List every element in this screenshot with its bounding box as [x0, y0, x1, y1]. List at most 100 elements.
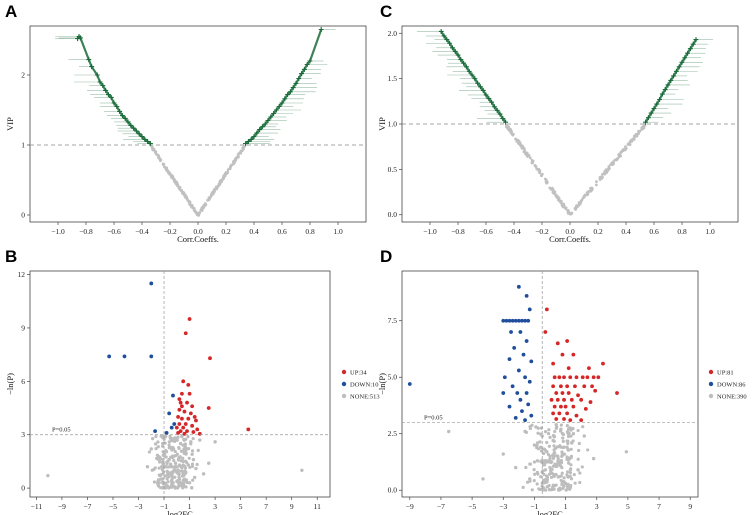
p-threshold-label: P=0.05: [424, 414, 443, 421]
none-point: [165, 461, 169, 466]
up-point: [543, 330, 548, 334]
up-point: [195, 427, 200, 432]
x-tick-label: 0.8: [305, 227, 315, 236]
nonsignificant-point: [190, 205, 194, 209]
up-point: [566, 366, 571, 371]
none-point: [186, 435, 190, 439]
up-point: [187, 391, 192, 396]
nonsignificant-point: [236, 153, 240, 157]
nonsignificant-point: [607, 165, 611, 169]
none-point: [166, 480, 170, 484]
none-point: [534, 425, 538, 429]
none-point: [180, 434, 184, 439]
y-axis-label: −ln(P): [377, 373, 387, 395]
up-point: [576, 393, 580, 398]
none-point: [578, 480, 582, 485]
legend-marker: [341, 381, 347, 387]
none-point: [190, 464, 195, 469]
x-tick-label: −0.2: [163, 227, 177, 236]
up-point: [246, 427, 251, 432]
nonsignificant-point: [556, 198, 560, 202]
up-point: [615, 391, 619, 395]
none-point: [185, 447, 189, 451]
up-point: [182, 409, 187, 414]
none-point: [563, 481, 568, 486]
x-tick-label: 1.0: [705, 227, 715, 236]
nonsignificant-point: [169, 174, 173, 178]
legend-label: NONE:390: [717, 394, 747, 401]
legend-marker: [708, 381, 714, 387]
down-point: [501, 318, 506, 323]
none-point: [157, 454, 161, 459]
down-point: [512, 345, 517, 350]
v-plot-A: −1.0 −0.8 −0.6 −0.4 −0.2 0.0 0.2 0.4 0.6 0.8 1.0 0 1…: [5, 25, 367, 244]
x-tick-label: 11: [314, 502, 321, 511]
none-point: [151, 437, 155, 441]
none-point: [543, 430, 548, 434]
nonsignificant-point: [230, 163, 234, 167]
none-point: [170, 479, 174, 483]
none-point: [553, 446, 558, 450]
none-point: [176, 468, 180, 473]
none-point: [195, 462, 199, 467]
none-point: [624, 450, 629, 454]
down-point: [510, 384, 515, 389]
down-point: [149, 281, 154, 286]
none-point: [561, 486, 565, 490]
none-point: [184, 450, 188, 455]
y-tick-label: 2.0: [388, 29, 398, 38]
none-point: [586, 448, 590, 452]
up-point: [562, 397, 566, 402]
up-point: [571, 352, 576, 357]
none-point: [154, 447, 158, 451]
up-point: [191, 430, 196, 434]
none-point: [198, 438, 202, 442]
none-point: [576, 468, 580, 472]
none-point: [514, 465, 518, 470]
nonsignificant-point: [577, 203, 581, 207]
down-point: [516, 368, 521, 373]
x-tick-label: 5: [239, 502, 243, 511]
none-point: [555, 464, 559, 468]
up-point: [571, 404, 576, 409]
up-point: [181, 425, 186, 430]
none-point: [178, 441, 183, 446]
up-point: [180, 404, 184, 409]
none-point: [157, 460, 162, 464]
nonsignificant-point: [554, 193, 557, 196]
none-point: [184, 485, 188, 489]
up-point: [565, 384, 570, 389]
none-point: [175, 452, 179, 456]
none-point: [557, 462, 561, 466]
nonsignificant-point: [624, 146, 628, 150]
none-point: [177, 482, 182, 487]
none-point: [545, 440, 549, 445]
none-point: [535, 459, 540, 463]
none-point: [552, 451, 556, 455]
nonsignificant-point: [168, 172, 172, 176]
none-point: [158, 485, 163, 490]
nonsignificant-point: [628, 140, 632, 144]
none-point: [180, 466, 184, 470]
none-point: [532, 460, 537, 464]
legend-marker: [708, 369, 714, 375]
none-point: [567, 487, 572, 491]
none-point: [169, 485, 174, 489]
y-tick-label: 5.0: [388, 373, 398, 382]
none-point: [172, 454, 176, 458]
x-tick-label: −3: [135, 502, 143, 511]
none-point: [535, 441, 540, 445]
down-point: [518, 330, 523, 334]
nonsignificant-point: [621, 148, 625, 152]
volcano-plot-D: −9 −7 −5 −3 −1 1 3 5 7 9 0.0 2.5 5.0 7.5 log2FC −ln(P) P…: [377, 270, 747, 515]
down-point: [164, 431, 169, 435]
none-point: [188, 465, 192, 469]
none-point: [191, 457, 196, 462]
down-point: [523, 375, 527, 380]
up-point: [560, 352, 565, 357]
nonsignificant-point: [195, 211, 199, 215]
none-point: [544, 474, 549, 478]
none-point: [173, 449, 177, 454]
none-point: [581, 425, 585, 429]
y-tick-label: 1.5: [388, 74, 398, 83]
